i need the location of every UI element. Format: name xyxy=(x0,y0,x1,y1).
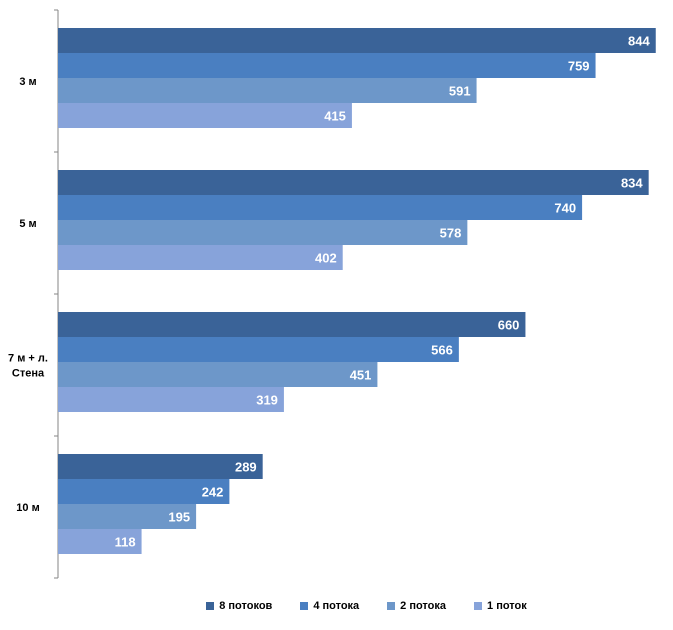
bar xyxy=(58,529,142,554)
bar xyxy=(58,170,649,195)
data-label: 759 xyxy=(568,59,590,74)
data-label: 451 xyxy=(350,368,372,383)
bar xyxy=(58,312,526,337)
data-label: 566 xyxy=(431,343,453,358)
legend-item: 4 потока xyxy=(300,600,359,612)
legend-swatch xyxy=(387,602,396,610)
data-label: 242 xyxy=(202,485,224,500)
bar xyxy=(58,362,378,387)
bar xyxy=(58,103,352,128)
legend-label: 4 потока xyxy=(313,600,360,612)
category-axis xyxy=(54,9,59,579)
data-label: 319 xyxy=(256,393,278,408)
data-label: 834 xyxy=(621,176,643,191)
data-label: 740 xyxy=(554,201,576,216)
legend-swatch xyxy=(206,602,215,610)
bar xyxy=(58,454,263,479)
bar xyxy=(58,387,284,412)
legend-swatch xyxy=(474,602,483,610)
data-label: 402 xyxy=(315,251,337,266)
legend-item: 1 поток xyxy=(474,600,527,612)
bar xyxy=(58,479,230,504)
bar xyxy=(58,245,343,270)
bar xyxy=(58,53,596,78)
data-label: 195 xyxy=(168,510,190,525)
data-label: 591 xyxy=(449,84,471,99)
bars-group xyxy=(58,28,656,554)
data-label: 415 xyxy=(324,109,346,124)
data-label: 118 xyxy=(115,535,136,550)
bar xyxy=(58,78,477,103)
legend-item: 8 потоков xyxy=(206,600,272,612)
legend-swatch xyxy=(300,602,309,610)
legend-label: 8 потоков xyxy=(219,600,273,612)
bar xyxy=(58,220,468,245)
category-label: 7 м + л. Стена xyxy=(8,353,48,380)
data-label: 578 xyxy=(440,226,462,241)
category-label: 5 м xyxy=(19,218,36,230)
data-label: 289 xyxy=(235,460,257,475)
legend-label: 2 потока xyxy=(400,600,447,612)
bar xyxy=(58,337,459,362)
category-label: 10 м xyxy=(16,502,39,514)
data-label: 844 xyxy=(628,34,650,49)
bar-chart: 3 м 844 759 591 415 5 м 834 740 578 402 7 м + л. Ст… xyxy=(8,9,656,579)
legend-label: 1 поток xyxy=(487,600,527,612)
legend-item: 2 потока xyxy=(387,600,446,612)
bar xyxy=(58,504,197,529)
category-label: 3 м xyxy=(19,76,36,88)
data-label: 660 xyxy=(498,318,520,333)
labels-group: 3 м 844 759 591 415 5 м 834 740 578 402 7 м + л. Ст… xyxy=(8,34,650,550)
bar xyxy=(58,28,656,53)
legend: 8 потоков 4 потока 2 потока 1 поток xyxy=(0,600,673,612)
bar xyxy=(58,195,583,220)
